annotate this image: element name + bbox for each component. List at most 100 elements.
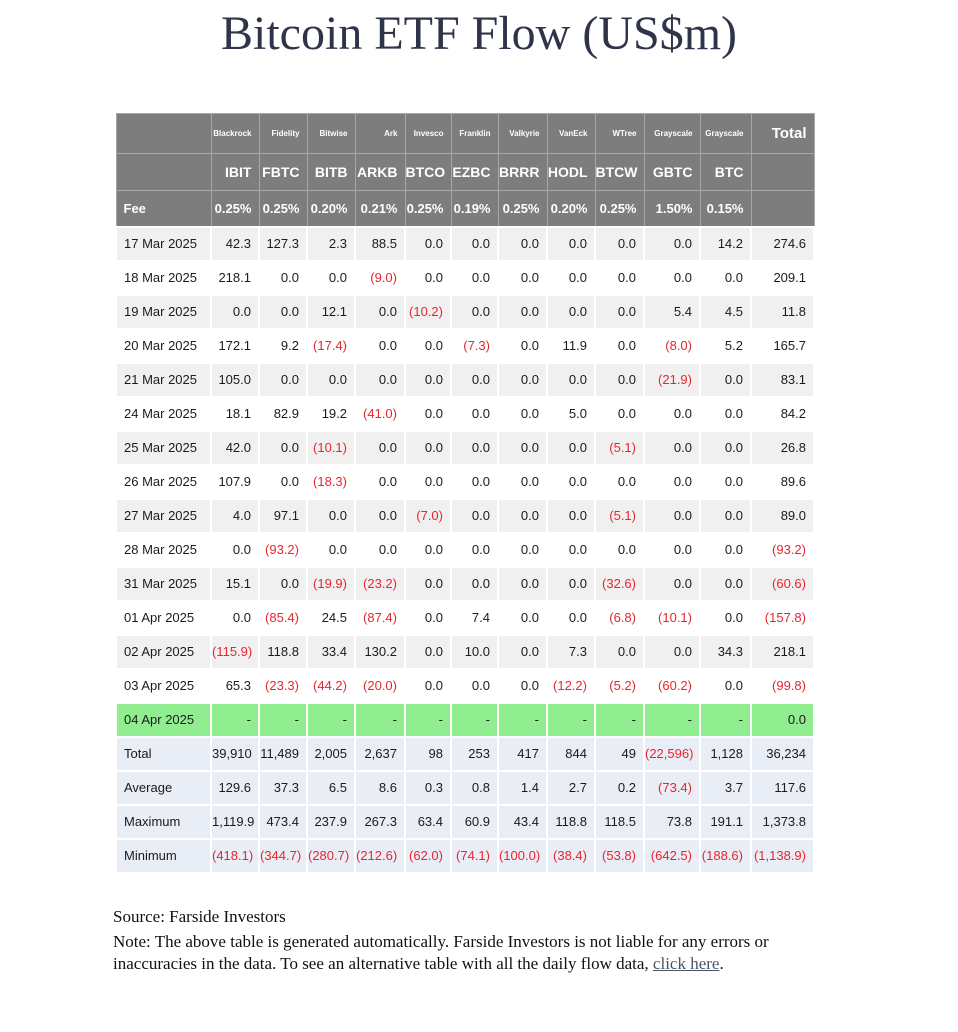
summary-label: Average [115,769,212,806]
provider-row: Blackrock Fidelity Bitwise Ark Invesco Frankl… [115,113,815,154]
summary-value-cell: 73.8 [643,803,701,840]
flow-value-cell: 172.1 [210,327,260,364]
flow-value-cell: - [497,701,548,738]
ticker-header: BTC [699,153,752,191]
summary-row: Average 129.6 37.3 6.5 8.6 0.3 0.8 1.4 2.7 0.2 (73… [115,769,815,806]
date-row: 28 Mar 2025 0.0 (93.2) 0.0 0.0 0.0 0.0 0.0 0.0 0.… [115,531,815,568]
source-text: Source: Farside Investors [113,906,286,926]
flow-value-cell: 130.2 [354,633,406,670]
flow-value-cell: 0.0 [450,463,499,500]
provider-header: Blackrock [210,113,260,154]
flow-value-cell: 0.0 [546,361,596,398]
flow-value-cell: - [404,701,452,738]
date-row: 17 Mar 2025 42.3 127.3 2.3 88.5 0.0 0.0 0.0 0.0 0… [115,225,815,262]
flow-value-cell: 0.0 [258,565,308,602]
flow-value-cell: 0.0 [497,667,548,704]
flow-value-cell: 0.0 [643,225,701,262]
date-row: 20 Mar 2025 172.1 9.2 (17.4) 0.0 0.0 (7.3) 0.0 1… [115,327,815,364]
flow-value-cell: (12.2) [546,667,596,704]
summary-value-cell: 1,119.9 [210,803,260,840]
summary-value-cell: (188.6) [699,837,752,874]
flow-value-cell: 5.0 [546,395,596,432]
date-row: 19 Mar 2025 0.0 0.0 12.1 0.0 (10.2) 0.0 0.0 0.0 0… [115,293,815,330]
date-row: 26 Mar 2025 107.9 0.0 (18.3) 0.0 0.0 0.0 0.0 0.0… [115,463,815,500]
summary-value-cell: 11,489 [258,735,308,772]
click-here-link[interactable]: click here [652,954,720,974]
ticker-header: BITB [306,153,356,191]
flow-value-cell: 0.0 [354,463,406,500]
date-cell: 27 Mar 2025 [115,497,212,534]
fee-total-blank [750,190,815,227]
flow-value-cell: 5.2 [699,327,752,364]
flow-value-cell: 0.0 [699,531,752,568]
row-total-cell: (93.2) [750,531,815,568]
flow-value-cell: 0.0 [404,361,452,398]
summary-value-cell: (74.1) [450,837,499,874]
date-cell: 17 Mar 2025 [115,225,212,262]
flow-value-cell: - [306,701,356,738]
flow-value-cell: 127.3 [258,225,308,262]
row-total-cell: (99.8) [750,667,815,704]
flow-value-cell: (87.4) [354,599,406,636]
flow-value-cell: 105.0 [210,361,260,398]
flow-value-cell: 0.0 [699,667,752,704]
fee-value: 0.25% [594,190,645,227]
flow-value-cell: 0.0 [404,667,452,704]
ticker-header: IBIT [210,153,260,191]
fee-value: 0.25% [210,190,260,227]
flow-value-cell: 0.0 [258,361,308,398]
summary-row: Maximum 1,119.9 473.4 237.9 267.3 63.4 60.9 43.… [115,803,815,840]
flow-value-cell: 34.3 [699,633,752,670]
provider-header: VanEck [546,113,596,154]
row-total-cell: 274.6 [750,225,815,262]
summary-value-cell: 43.4 [497,803,548,840]
provider-header: Fidelity [258,113,308,154]
flow-value-cell: 0.0 [450,667,499,704]
row-total-cell: 209.1 [750,259,815,296]
flow-value-cell: 0.0 [594,225,645,262]
flow-value-cell: - [450,701,499,738]
flow-value-cell: 0.0 [594,463,645,500]
flow-value-cell: (23.2) [354,565,406,602]
page-title: Bitcoin ETF Flow (US$m) [220,7,738,60]
row-total-cell: 84.2 [750,395,815,432]
summary-value-cell: (53.8) [594,837,645,874]
summary-total-cell: 117.6 [750,769,815,806]
flow-value-cell: (19.9) [306,565,356,602]
flow-value-cell: 5.4 [643,293,701,330]
flow-value-cell: (10.1) [643,599,701,636]
flow-value-cell: 9.2 [258,327,308,364]
flow-value-cell: 0.0 [354,497,406,534]
flow-value-cell: 0.0 [643,531,701,568]
flow-value-cell: (7.0) [404,497,452,534]
summary-label: Minimum [115,837,212,874]
flow-value-cell: 0.0 [306,361,356,398]
summary-value-cell: 118.5 [594,803,645,840]
summary-value-cell: 417 [497,735,548,772]
flow-value-cell: - [594,701,645,738]
fee-value: 1.50% [643,190,701,227]
summary-row: Minimum (418.1) (344.7) (280.7) (212.6) (62.0… [115,837,815,874]
row-total-cell: 165.7 [750,327,815,364]
flow-value-cell: 0.0 [594,531,645,568]
flow-value-cell: 0.0 [450,361,499,398]
date-cell: 26 Mar 2025 [115,463,212,500]
flow-value-cell: 0.0 [546,293,596,330]
flow-value-cell: 0.0 [404,225,452,262]
note-before: Note: The above table is generated autom… [113,931,769,974]
flow-value-cell: 0.0 [594,327,645,364]
date-row: 25 Mar 2025 42.0 0.0 (10.1) 0.0 0.0 0.0 0.0 0.0(… [115,429,815,466]
date-cell: 28 Mar 2025 [115,531,212,568]
flow-value-cell: 88.5 [354,225,406,262]
flow-value-cell: 14.2 [699,225,752,262]
flow-value-cell: 0.0 [354,327,406,364]
date-row: 31 Mar 2025 15.1 0.0 (19.9) (23.2) 0.0 0.0 0.0 0… [115,565,815,602]
flow-value-cell: (10.1) [306,429,356,466]
row-total-cell: 218.1 [750,633,815,670]
summary-value-cell: 473.4 [258,803,308,840]
flow-value-cell: - [643,701,701,738]
row-total-cell: 0.0 [750,701,815,738]
date-cell: 01 Apr 2025 [115,599,212,636]
date-cell: 31 Mar 2025 [115,565,212,602]
flow-value-cell: (21.9) [643,361,701,398]
